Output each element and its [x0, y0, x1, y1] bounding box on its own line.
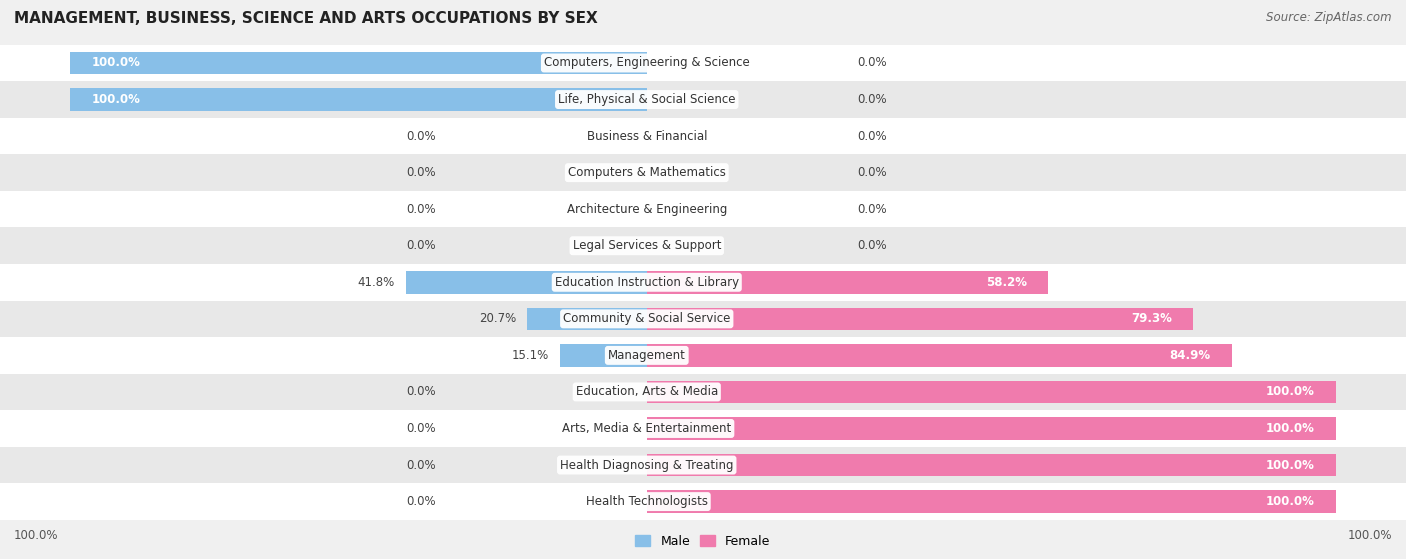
Text: 84.9%: 84.9%	[1170, 349, 1211, 362]
Text: Education Instruction & Library: Education Instruction & Library	[555, 276, 738, 289]
Bar	[527, 307, 647, 330]
Bar	[0, 301, 1406, 337]
Bar	[647, 307, 1194, 330]
Text: 100.0%: 100.0%	[1265, 422, 1315, 435]
Bar	[0, 337, 1406, 373]
Bar	[0, 373, 1406, 410]
Text: Computers, Engineering & Science: Computers, Engineering & Science	[544, 56, 749, 69]
Bar	[0, 154, 1406, 191]
Bar	[70, 88, 647, 111]
Text: 100.0%: 100.0%	[91, 93, 141, 106]
Text: Source: ZipAtlas.com: Source: ZipAtlas.com	[1267, 11, 1392, 24]
Text: 0.0%: 0.0%	[406, 203, 436, 216]
Bar	[0, 447, 1406, 484]
Text: 100.0%: 100.0%	[1265, 386, 1315, 399]
Text: 15.1%: 15.1%	[512, 349, 548, 362]
Text: Education, Arts & Media: Education, Arts & Media	[575, 386, 718, 399]
Bar	[560, 344, 647, 367]
Text: 0.0%: 0.0%	[858, 130, 887, 143]
Text: MANAGEMENT, BUSINESS, SCIENCE AND ARTS OCCUPATIONS BY SEX: MANAGEMENT, BUSINESS, SCIENCE AND ARTS O…	[14, 11, 598, 26]
Text: Health Diagnosing & Treating: Health Diagnosing & Treating	[560, 458, 734, 472]
Text: 100.0%: 100.0%	[1265, 495, 1315, 508]
Text: 100.0%: 100.0%	[1265, 458, 1315, 472]
Text: Arts, Media & Entertainment: Arts, Media & Entertainment	[562, 422, 731, 435]
Bar	[70, 51, 647, 74]
Text: 0.0%: 0.0%	[406, 458, 436, 472]
Text: 41.8%: 41.8%	[357, 276, 395, 289]
Text: 0.0%: 0.0%	[406, 495, 436, 508]
Text: Computers & Mathematics: Computers & Mathematics	[568, 166, 725, 179]
Bar	[0, 484, 1406, 520]
Bar	[647, 490, 1336, 513]
Text: Community & Social Service: Community & Social Service	[562, 312, 731, 325]
Bar	[647, 454, 1336, 476]
Bar	[406, 271, 647, 293]
Bar	[647, 271, 1047, 293]
Bar	[0, 410, 1406, 447]
Bar	[0, 81, 1406, 118]
Text: Business & Financial: Business & Financial	[586, 130, 707, 143]
Bar	[0, 228, 1406, 264]
Text: 0.0%: 0.0%	[858, 203, 887, 216]
Text: 0.0%: 0.0%	[406, 386, 436, 399]
Text: 0.0%: 0.0%	[406, 239, 436, 252]
Text: 0.0%: 0.0%	[858, 93, 887, 106]
Bar	[647, 417, 1336, 440]
Text: 0.0%: 0.0%	[406, 130, 436, 143]
Text: Health Technologists: Health Technologists	[586, 495, 707, 508]
Text: 58.2%: 58.2%	[986, 276, 1026, 289]
Text: 79.3%: 79.3%	[1130, 312, 1173, 325]
Text: Life, Physical & Social Science: Life, Physical & Social Science	[558, 93, 735, 106]
Text: 0.0%: 0.0%	[858, 239, 887, 252]
Bar	[0, 191, 1406, 228]
Text: 100.0%: 100.0%	[91, 56, 141, 69]
Text: 0.0%: 0.0%	[406, 422, 436, 435]
Text: 20.7%: 20.7%	[479, 312, 516, 325]
Bar	[647, 344, 1232, 367]
Text: Management: Management	[607, 349, 686, 362]
Text: 0.0%: 0.0%	[858, 166, 887, 179]
Text: 0.0%: 0.0%	[406, 166, 436, 179]
Text: 100.0%: 100.0%	[14, 529, 59, 542]
Text: Legal Services & Support: Legal Services & Support	[572, 239, 721, 252]
Bar	[0, 118, 1406, 154]
Bar	[0, 264, 1406, 301]
Text: Architecture & Engineering: Architecture & Engineering	[567, 203, 727, 216]
Legend: Male, Female: Male, Female	[630, 530, 776, 553]
Text: 100.0%: 100.0%	[1347, 529, 1392, 542]
Bar	[0, 45, 1406, 81]
Text: 0.0%: 0.0%	[858, 56, 887, 69]
Bar	[647, 381, 1336, 403]
